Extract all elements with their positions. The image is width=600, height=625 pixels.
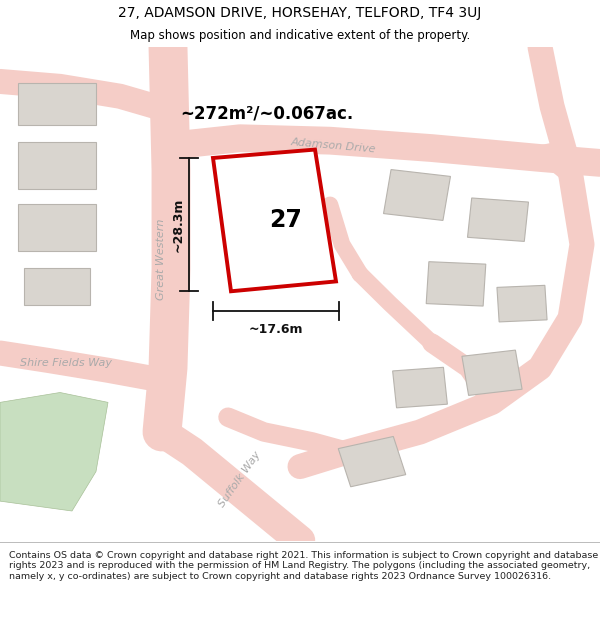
- Text: ~17.6m: ~17.6m: [249, 323, 303, 336]
- Text: 27: 27: [269, 208, 302, 232]
- Text: Suffolk Way: Suffolk Way: [217, 449, 263, 509]
- Polygon shape: [0, 392, 108, 511]
- Polygon shape: [426, 262, 486, 306]
- Polygon shape: [213, 149, 336, 291]
- Polygon shape: [24, 268, 90, 305]
- Polygon shape: [392, 368, 448, 408]
- Polygon shape: [467, 198, 529, 241]
- Text: Adamson Drive: Adamson Drive: [290, 137, 376, 154]
- Text: 27, ADAMSON DRIVE, HORSEHAY, TELFORD, TF4 3UJ: 27, ADAMSON DRIVE, HORSEHAY, TELFORD, TF…: [118, 6, 482, 20]
- Polygon shape: [221, 156, 328, 284]
- Polygon shape: [383, 169, 451, 221]
- Text: ~272m²/~0.067ac.: ~272m²/~0.067ac.: [180, 104, 353, 122]
- Polygon shape: [18, 82, 96, 124]
- Text: Shire Fields Way: Shire Fields Way: [20, 358, 112, 368]
- Text: Contains OS data © Crown copyright and database right 2021. This information is : Contains OS data © Crown copyright and d…: [9, 551, 598, 581]
- Text: Map shows position and indicative extent of the property.: Map shows position and indicative extent…: [130, 29, 470, 42]
- Polygon shape: [462, 350, 522, 396]
- Polygon shape: [497, 286, 547, 322]
- Polygon shape: [338, 436, 406, 487]
- Polygon shape: [18, 204, 96, 251]
- Polygon shape: [18, 142, 96, 189]
- Text: ~28.3m: ~28.3m: [171, 198, 184, 252]
- Text: Great Western: Great Western: [156, 219, 166, 300]
